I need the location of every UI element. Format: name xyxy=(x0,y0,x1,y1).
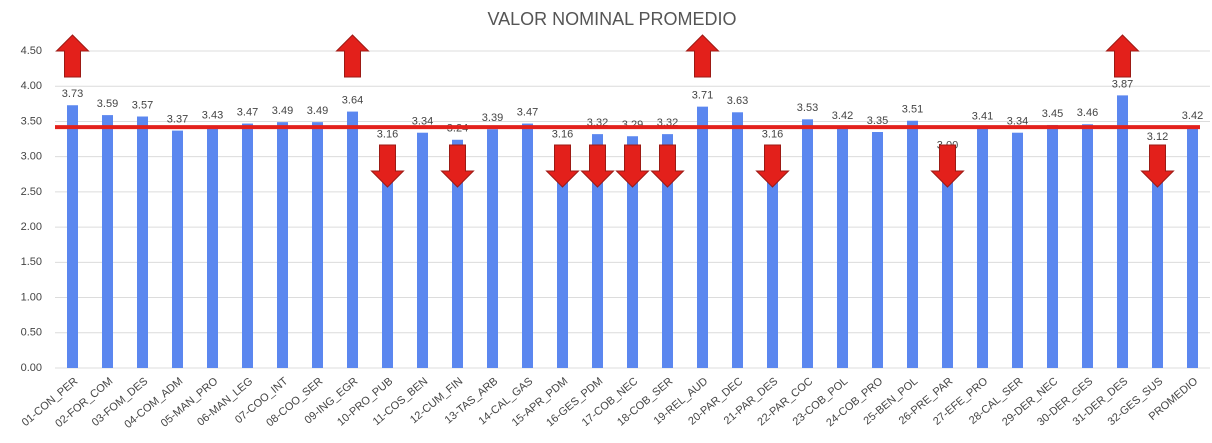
bar xyxy=(102,115,113,368)
up-arrow xyxy=(685,34,720,78)
value-label: 3.42 xyxy=(1182,110,1203,122)
bar xyxy=(942,156,953,368)
bar xyxy=(732,112,743,368)
down-arrow xyxy=(370,144,405,188)
value-label: 3.71 xyxy=(692,90,713,102)
bar xyxy=(907,120,918,369)
bar xyxy=(977,127,988,368)
value-label: 3.59 xyxy=(97,98,118,110)
value-label: 3.37 xyxy=(167,114,188,126)
bar xyxy=(242,123,253,369)
value-label: 3.39 xyxy=(482,112,503,124)
bars xyxy=(55,50,1210,369)
value-label: 3.49 xyxy=(307,105,328,117)
bar xyxy=(872,132,883,368)
y-tick-label: 1.50 xyxy=(21,256,42,268)
bar xyxy=(767,145,778,368)
bar xyxy=(67,105,78,369)
y-tick-label: 0.50 xyxy=(21,327,42,339)
y-tick-label: 2.00 xyxy=(21,221,42,233)
value-label: 3.34 xyxy=(412,116,433,128)
y-tick-label: 0.00 xyxy=(21,362,42,374)
down-arrow xyxy=(440,144,475,188)
value-label: 3.41 xyxy=(972,111,993,123)
value-label: 3.12 xyxy=(1147,131,1168,143)
up-arrow xyxy=(1105,34,1140,78)
value-label: 3.73 xyxy=(62,88,83,100)
value-label: 3.87 xyxy=(1112,78,1133,90)
bar xyxy=(347,111,358,369)
value-label: 3.43 xyxy=(202,109,223,121)
bar xyxy=(697,106,708,368)
up-arrow xyxy=(335,34,370,78)
value-label: 3.47 xyxy=(517,106,538,118)
value-label: 3.63 xyxy=(727,95,748,107)
bar xyxy=(522,123,533,369)
chart-title: VALOR NOMINAL PROMEDIO xyxy=(487,9,736,29)
value-label: 3.47 xyxy=(237,106,258,118)
bar xyxy=(627,136,638,368)
down-arrow xyxy=(755,144,790,188)
bar xyxy=(207,126,218,369)
bar xyxy=(382,145,393,368)
y-tick-label: 3.50 xyxy=(21,115,42,127)
value-label: 3.64 xyxy=(342,94,363,106)
value-label: 3.16 xyxy=(762,128,783,140)
value-label: 3.16 xyxy=(552,128,573,140)
bar xyxy=(487,129,498,368)
y-tick-label: 1.00 xyxy=(21,291,42,303)
bar xyxy=(802,119,813,368)
value-label: 3.46 xyxy=(1077,107,1098,119)
value-label: 3.49 xyxy=(272,105,293,117)
bar xyxy=(452,139,463,368)
y-tick-label: 3.00 xyxy=(21,151,42,163)
bar xyxy=(312,122,323,368)
bar xyxy=(172,130,183,368)
down-arrow xyxy=(1140,144,1175,188)
down-arrow xyxy=(615,144,650,188)
bar xyxy=(837,127,848,368)
y-tick-label: 4.50 xyxy=(21,45,42,57)
bar xyxy=(1152,148,1163,368)
bar xyxy=(557,145,568,368)
value-label: 3.51 xyxy=(902,104,923,116)
bar xyxy=(662,134,673,368)
bar xyxy=(417,132,428,368)
value-label: 3.16 xyxy=(377,128,398,140)
y-tick-label: 2.50 xyxy=(21,186,42,198)
value-label: 3.57 xyxy=(132,99,153,111)
bar xyxy=(1047,124,1058,368)
bar xyxy=(1117,95,1128,368)
bar xyxy=(1082,124,1093,368)
bar xyxy=(592,134,603,368)
down-arrow xyxy=(930,144,965,188)
value-label: 3.35 xyxy=(867,115,888,127)
down-arrow xyxy=(545,144,580,188)
bar xyxy=(1187,127,1198,368)
value-label: 3.45 xyxy=(1042,108,1063,120)
down-arrow xyxy=(650,144,685,188)
down-arrow xyxy=(580,144,615,188)
value-label: 3.34 xyxy=(1007,116,1028,128)
up-arrow xyxy=(55,34,90,78)
bar xyxy=(137,116,148,368)
bar xyxy=(277,122,288,368)
value-label: 3.42 xyxy=(832,110,853,122)
value-label: 3.53 xyxy=(797,102,818,114)
y-tick-label: 4.00 xyxy=(21,80,42,92)
bar xyxy=(1012,132,1023,368)
